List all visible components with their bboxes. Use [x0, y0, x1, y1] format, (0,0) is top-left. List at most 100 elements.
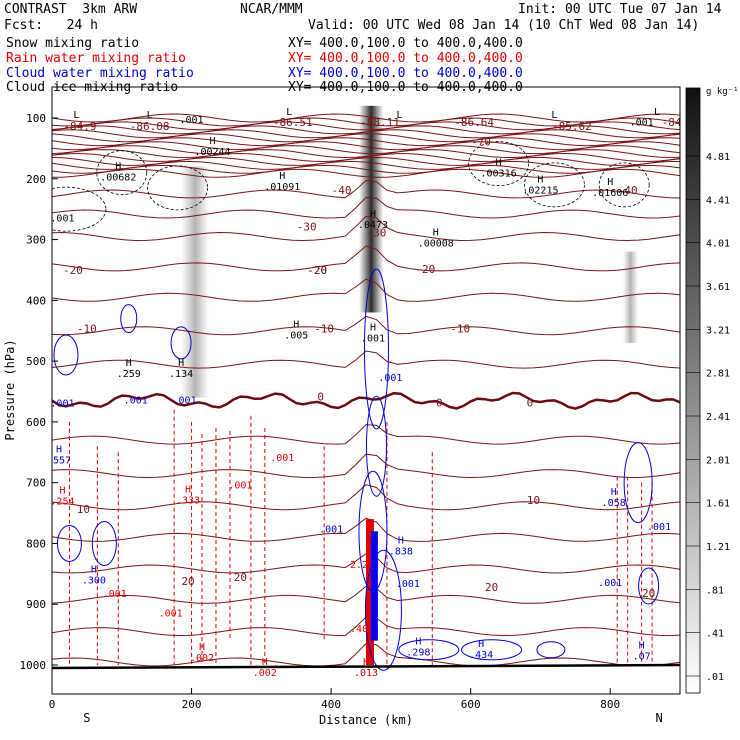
extremum-marker: H [433, 227, 439, 238]
isotherm-line [52, 164, 680, 174]
cloud-ice-contour [96, 150, 148, 196]
colorbar-label: 1.21 [706, 542, 730, 553]
cloud-water-core [370, 531, 378, 641]
init-time: Init: 00 UTC Tue 07 Jan 14 [518, 2, 722, 17]
isotherm-label: -85.62 [552, 120, 592, 133]
extremum-value: .058 [602, 498, 626, 509]
mixing-ratio-label: .001 [319, 525, 343, 536]
extremum-value: .01091 [264, 182, 300, 193]
extremum-value: .00682 [100, 173, 136, 184]
isotherm-label: -20 [415, 263, 435, 276]
mixing-ratio-label: .001 [647, 522, 671, 533]
extremum-marker: H [370, 209, 376, 220]
isotherm-label: -88.11 [360, 116, 400, 129]
extremum-marker: H [611, 487, 617, 498]
field-cloudwater-xy: XY= 400.0,100.0 to 400.0,400.0 [288, 66, 523, 81]
extremum-value: .00316 [481, 168, 517, 179]
isotherm-label: 10 [527, 494, 540, 507]
isotherm-line [52, 424, 680, 445]
extremum-marker: H [478, 639, 484, 650]
cloud-water-contour [91, 520, 117, 566]
isotherm-label: 0 [317, 391, 324, 404]
x-tick-label: 600 [461, 698, 481, 711]
x-axis-label: Distance (km) [319, 713, 413, 727]
isotherm-label: 0 [527, 397, 534, 410]
extremum-marker: H [199, 642, 205, 653]
extremum-value: .00244 [194, 147, 230, 158]
extremum-marker: H [126, 358, 132, 369]
y-tick-label: 500 [26, 355, 46, 368]
field-rain-xy: XY= 400.0,100.0 to 400.0,400.0 [288, 51, 523, 66]
isotherm-line [52, 129, 680, 139]
rain-core [366, 519, 374, 665]
extremum-value: .259 [117, 369, 141, 380]
extremum-marker: H [607, 177, 613, 188]
isotherm-label: -40 [618, 184, 638, 197]
cloud-water-contour [461, 639, 523, 661]
isotherm-label: -30 [297, 220, 317, 233]
extremum-marker: L [654, 107, 660, 118]
mixing-ratio-label: .001 [50, 399, 74, 410]
isotherm-label: -20 [307, 264, 327, 277]
north-label: N [655, 711, 662, 725]
extremum-marker: H [56, 444, 62, 455]
extremum-value: .01606 [592, 188, 628, 199]
isotherm-line [52, 152, 680, 163]
isotherm-label: -84 [662, 116, 682, 129]
extremum-value: .005 [284, 331, 308, 342]
forecast-hour: Fcst: 24 h [4, 18, 98, 33]
extremum-marker: L [396, 110, 402, 121]
y-tick-label: 600 [26, 416, 46, 429]
mixing-ratio-label: .001 [270, 453, 294, 464]
cloud-water-contour [120, 304, 138, 334]
extremum-value: .838 [389, 546, 413, 557]
extremum-value: .0473 [358, 220, 388, 231]
isotherm-line [52, 278, 680, 302]
x-tick-label: 400 [321, 698, 341, 711]
isotherm-label: -30 [367, 227, 387, 240]
colorbar-label: .81 [706, 585, 724, 596]
valid-time: Valid: 00 UTC Wed 08 Jan 14 (10 ChT Wed … [308, 18, 700, 33]
extremum-marker: H [496, 157, 502, 168]
colorbar-label: 3.61 [706, 282, 730, 293]
cloud-ice-contour [468, 141, 529, 186]
colorbar-label: .01 [706, 672, 724, 683]
colorbar-label: 4.81 [706, 152, 730, 163]
field-snow-label: Snow mixing ratio [6, 36, 140, 51]
extremum-value: .254 [50, 497, 74, 508]
mixing-ratio-label: .001 [396, 579, 420, 590]
isotherm-line [52, 137, 680, 147]
extremum-value: .333 [176, 495, 200, 506]
extremum-marker: H [91, 565, 97, 576]
cloud-ice-contour [524, 162, 585, 208]
extremum-marker: H [293, 320, 299, 331]
isotherm-label: -10 [77, 323, 97, 336]
cloud-water-contour [623, 442, 653, 524]
mixing-ratio-label: .40 [350, 624, 368, 635]
field-cloudwater-label: Cloud water mixing ratio [6, 66, 194, 81]
colorbar-label: 1.61 [706, 499, 730, 510]
extremum-value: .298 [406, 647, 430, 658]
cloud-ice-contour [52, 186, 107, 232]
extremum-value: .300 [82, 576, 106, 587]
extremum-value: .434 [469, 650, 493, 661]
extremum-marker: H [363, 657, 369, 668]
field-rain-label: Rain water mixing ratio [6, 51, 187, 66]
isotherm-label: -84.9 [63, 120, 96, 133]
isotherm-line [52, 315, 680, 336]
colorbar-label: 2.81 [706, 369, 730, 380]
isotherm-label: -10 [314, 323, 334, 336]
isotherm-label: -20 [63, 264, 83, 277]
extremum-marker: H [537, 174, 543, 185]
colorbar-label: .41 [706, 629, 724, 640]
ground-line [52, 663, 680, 670]
cloud-ice-contour [598, 162, 650, 208]
extremum-marker: H [415, 636, 421, 647]
cloud-water-contour [365, 395, 387, 497]
cloud-water-contour [364, 549, 402, 671]
extremum-marker: H [370, 323, 376, 334]
x-tick-label: 0 [49, 698, 56, 711]
mixing-ratio-label: .001 [173, 396, 197, 407]
isotherm-label: -40 [332, 184, 352, 197]
